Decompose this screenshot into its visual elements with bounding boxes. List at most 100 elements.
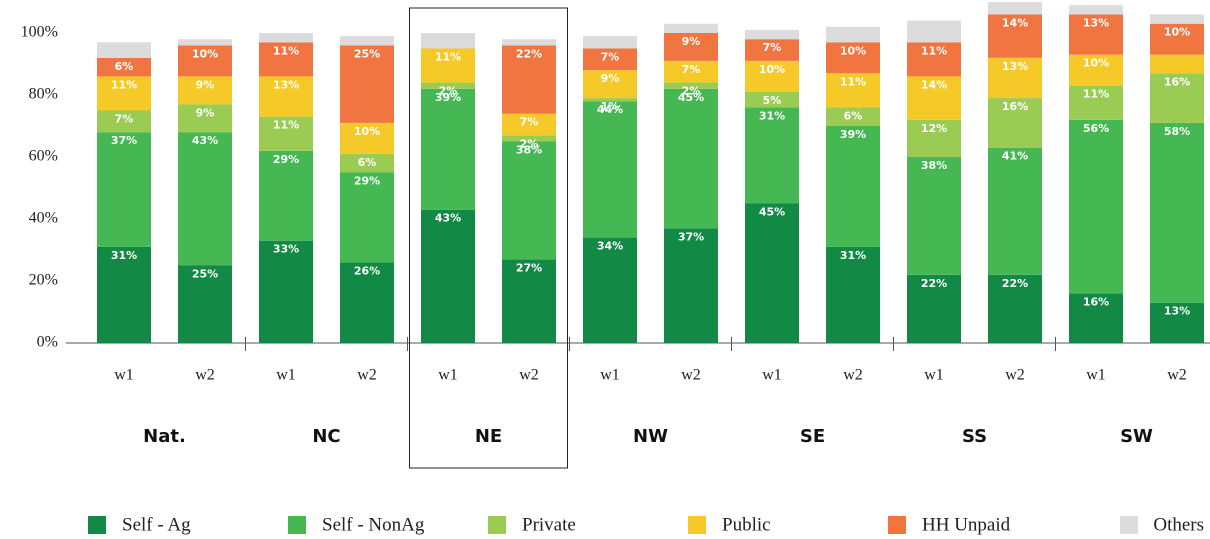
value-label: 45% — [759, 206, 785, 219]
legend-label: Public — [722, 514, 771, 535]
value-label: 7% — [601, 51, 620, 64]
legend-label: Others — [1153, 514, 1204, 535]
value-label: 31% — [840, 249, 866, 262]
bar-segment — [745, 107, 799, 204]
legend-label: Self - Ag — [122, 514, 191, 535]
bar-segment — [1150, 54, 1204, 74]
value-label: 22% — [516, 47, 542, 60]
bar-segment — [178, 76, 232, 105]
value-label: 38% — [921, 159, 947, 172]
value-label: 2% — [520, 137, 539, 150]
bar-segment — [259, 42, 313, 77]
value-label: 16% — [1164, 75, 1190, 88]
legend-label: HH Unpaid — [922, 514, 1011, 535]
value-label: 31% — [111, 249, 137, 262]
bar-segment — [259, 116, 313, 151]
value-label: 11% — [840, 75, 866, 88]
bar-segment — [988, 98, 1042, 148]
value-label: 2% — [439, 85, 458, 98]
bar-segment — [988, 147, 1042, 275]
value-label: 45% — [678, 91, 704, 104]
x-tick-label: w1 — [276, 367, 296, 384]
value-label: 25% — [192, 268, 218, 281]
bar-segment — [421, 88, 475, 210]
bar-segment — [1069, 293, 1123, 343]
value-label: 58% — [1164, 125, 1190, 138]
value-label: 31% — [759, 109, 785, 122]
bar-segment — [502, 45, 556, 114]
bar-segment — [178, 104, 232, 133]
value-label: 56% — [1083, 122, 1109, 135]
x-tick-label: w1 — [600, 367, 620, 384]
x-tick-label: w1 — [114, 367, 134, 384]
value-label: 11% — [921, 44, 947, 57]
bar-segment — [340, 36, 394, 46]
bar-segment — [1150, 122, 1204, 303]
legend-swatch — [688, 516, 706, 534]
bar-segment — [583, 237, 637, 343]
x-tick-label: w2 — [519, 367, 539, 384]
bar-segment — [745, 39, 799, 61]
y-tick-label: 100% — [21, 24, 58, 41]
value-label: 34% — [597, 240, 623, 253]
value-label: 13% — [273, 78, 299, 91]
bar-segment — [97, 42, 151, 58]
bar-segment — [826, 26, 880, 43]
value-label: 38% — [516, 144, 542, 157]
bar-segment — [1069, 14, 1123, 55]
y-tick-label: 40% — [29, 210, 58, 227]
x-tick-label: w1 — [1086, 367, 1106, 384]
value-label: 10% — [192, 47, 218, 60]
bar-segment — [907, 157, 961, 275]
value-label: 39% — [435, 91, 461, 104]
value-label: 44% — [597, 103, 623, 116]
legend-swatch — [488, 516, 506, 534]
value-label: 11% — [273, 44, 299, 57]
value-label: 43% — [192, 134, 218, 147]
bar-segment — [502, 113, 556, 136]
bar-segment — [583, 101, 637, 238]
bar-segment — [1069, 5, 1123, 15]
bar-segment — [1150, 302, 1204, 343]
group-label: SS — [962, 426, 987, 447]
x-tick-label: w2 — [1167, 367, 1187, 384]
value-label: 9% — [682, 35, 701, 48]
x-tick-label: w1 — [438, 367, 458, 384]
bar-segment — [1150, 23, 1204, 55]
bar-segment — [340, 122, 394, 154]
value-label: 6% — [358, 156, 377, 169]
bar-segment — [664, 82, 718, 89]
bar-segment — [907, 42, 961, 77]
bar-segment — [1069, 54, 1123, 86]
bar-segment — [97, 76, 151, 111]
bar-segment — [97, 57, 151, 77]
value-label: 9% — [196, 78, 215, 91]
value-label: 7% — [682, 63, 701, 76]
value-label: 27% — [516, 261, 542, 274]
value-label: 11% — [273, 119, 299, 132]
group-label: Nat. — [143, 426, 186, 447]
value-label: 26% — [354, 264, 380, 277]
value-label: 7% — [520, 116, 539, 129]
bar-segment — [502, 141, 556, 260]
value-label: 33% — [273, 243, 299, 256]
bar-segment — [259, 33, 313, 43]
legend-label: Private — [522, 514, 576, 535]
value-label: 11% — [1083, 88, 1109, 101]
legend-label: Self - NonAg — [322, 514, 425, 535]
value-label: 7% — [115, 113, 134, 126]
value-label: 9% — [196, 106, 215, 119]
value-label: 6% — [115, 60, 134, 73]
bar-segment — [583, 70, 637, 99]
value-label: 10% — [1083, 57, 1109, 70]
x-tick-label: w2 — [357, 367, 377, 384]
bar-segment — [97, 132, 151, 247]
bar-segment — [1150, 14, 1204, 24]
bar-segment — [583, 48, 637, 71]
bar-segment — [826, 126, 880, 247]
bar-segment — [1150, 73, 1204, 123]
value-label: 41% — [1002, 150, 1028, 163]
value-label: 5% — [763, 94, 782, 107]
legend-swatch — [888, 516, 906, 534]
